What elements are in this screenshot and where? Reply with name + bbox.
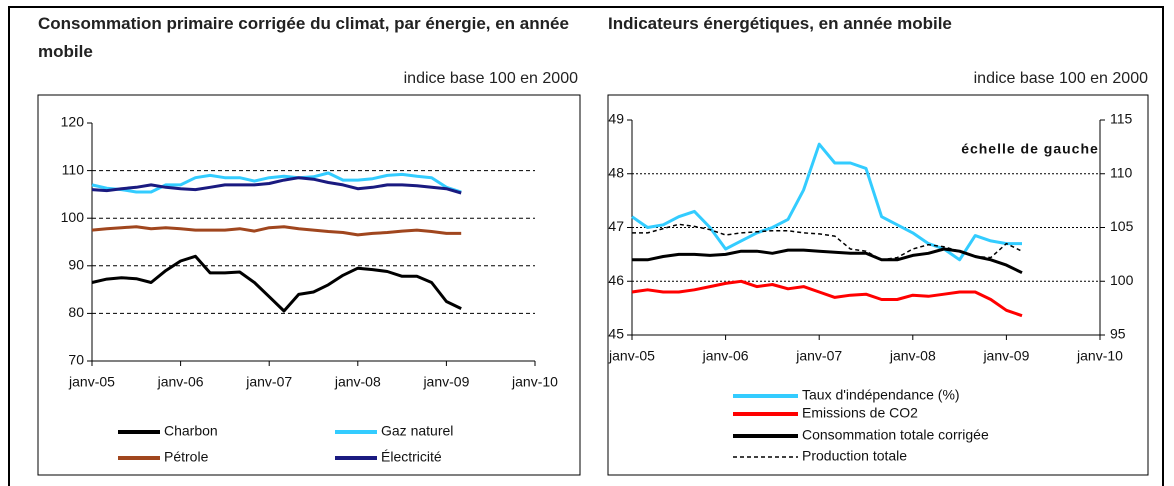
y-tick-label: 90 [68,257,84,273]
legend-label: Électricité [381,449,442,465]
legend-label: Taux d'indépendance (%) [802,387,960,403]
x-tick-label: janv-08 [334,374,381,390]
x-tick-label: janv-07 [795,348,842,364]
x-tick-label: janv-06 [702,348,749,364]
x-tick-label: janv-07 [245,374,292,390]
y-tick-label: 48 [608,164,624,180]
series-line [91,176,462,195]
y2-tick-label: 95 [1110,326,1126,342]
chart-box [607,94,1149,476]
legend-label: Gaz naturel [381,423,453,439]
series-line [91,171,462,194]
series-line [631,142,1022,262]
legend-label: Charbon [164,423,218,439]
y-tick-label: 46 [608,272,624,288]
x-tick-label: janv-08 [889,348,936,364]
x-tick-label: janv-05 [608,348,655,364]
y2-tick-label: 110 [1110,164,1133,180]
x-tick-label: janv-09 [982,348,1029,364]
series-line [91,225,462,237]
chart-title: Indicateurs énergétiques, en année mobil… [608,14,952,33]
legend-label: Production totale [802,448,907,464]
series-line [631,279,1023,318]
x-tick-label: janv-10 [1076,348,1123,364]
y-tick-label: 100 [61,209,85,225]
legend-label: Emissions de CO2 [802,405,918,421]
chart-box [37,94,581,476]
chart-subtitle: indice base 100 en 2000 [973,70,1148,87]
y2-tick-label: 105 [1110,218,1134,234]
y-tick-label: 45 [608,326,624,342]
legend-label: Consommation totale corrigée [802,427,989,443]
x-tick-label: janv-06 [157,374,204,390]
y2-tick-label: 100 [1110,272,1134,288]
y-tick-label: 80 [68,304,84,320]
y2-tick-label: 115 [1110,111,1133,127]
frame [8,6,1164,486]
y-tick-label: 49 [608,111,624,127]
series-line [632,223,1023,261]
legend-label: Pétrole [164,449,209,465]
x-tick-label: janv-09 [422,374,469,390]
y-tick-label: 70 [68,352,84,368]
chart-title: Consommation primaire corrigée du climat… [38,14,569,61]
y-tick-label: 120 [61,114,85,130]
chart-subtitle: indice base 100 en 2000 [403,70,578,87]
x-tick-label: janv-05 [68,374,115,390]
y-tick-label: 110 [62,161,85,177]
x-tick-label: janv-10 [511,374,558,390]
annotation: échelle de gauche [961,141,1099,157]
y-tick-label: 47 [608,218,624,234]
series-line [91,254,462,313]
